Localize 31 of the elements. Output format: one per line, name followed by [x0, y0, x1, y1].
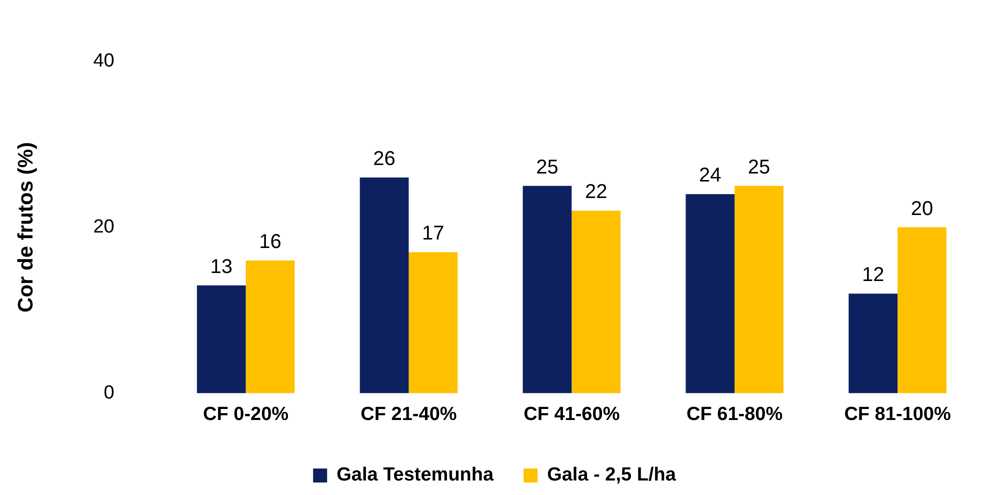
bar: [686, 194, 735, 394]
bar: [898, 227, 946, 394]
data-label: 25: [536, 156, 558, 178]
data-label: 17: [422, 222, 444, 245]
y-tick-label: 0: [104, 382, 114, 404]
y-tick-label: 40: [93, 50, 114, 72]
data-label: 22: [584, 181, 608, 204]
y-axis-title: Cor de frutos (%): [14, 142, 38, 312]
bar: [408, 252, 458, 394]
data-label: 13: [210, 256, 232, 278]
x-tick-label: CF 0-20%: [203, 404, 289, 425]
bar: [196, 285, 246, 394]
data-label: 12: [862, 264, 884, 286]
x-tick-label: CF 61-80%: [686, 404, 783, 425]
bar: [246, 260, 295, 394]
legend-label: Gala Testemunha: [336, 464, 494, 486]
bar: [522, 186, 572, 394]
bar: [360, 178, 409, 394]
legend-label: Gala - 2,5 L/ha: [547, 464, 676, 486]
data-label: 24: [699, 164, 722, 187]
bar: [848, 294, 898, 394]
y-tick-label: 20: [93, 216, 114, 238]
x-tick-label: CF 21-40%: [360, 404, 457, 425]
bar: [734, 186, 784, 394]
bar: [572, 210, 621, 394]
data-label: 20: [910, 198, 934, 220]
data-label: 16: [259, 230, 282, 253]
x-tick-label: CF 41-60%: [524, 404, 620, 425]
data-label: 25: [748, 156, 770, 178]
x-tick-label: CF 81-100%: [844, 404, 951, 425]
data-label: 26: [373, 148, 396, 170]
